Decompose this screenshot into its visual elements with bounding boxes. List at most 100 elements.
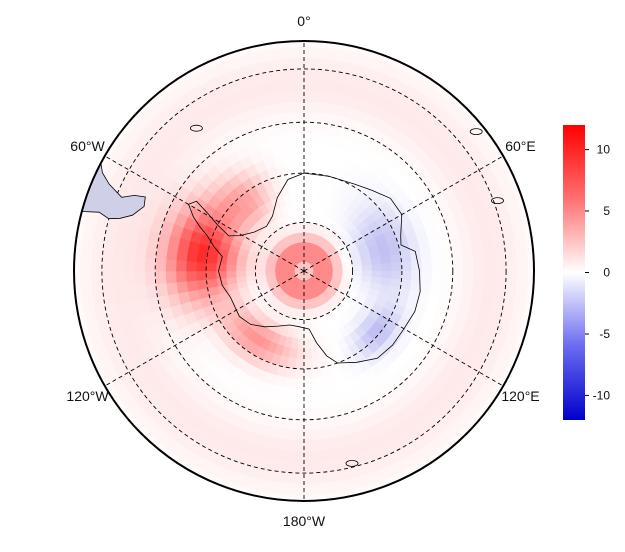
meridian-label: 120°W <box>66 388 109 404</box>
field-cell <box>303 439 321 452</box>
field-cell <box>439 244 453 260</box>
field-cell <box>289 418 305 431</box>
field-cell <box>312 367 324 379</box>
field-cell <box>286 79 305 92</box>
field-cell <box>451 270 464 286</box>
field-cell <box>145 243 158 259</box>
field-cell <box>303 398 317 410</box>
field-cell <box>264 270 276 275</box>
field-cell <box>281 386 295 400</box>
field-cell <box>303 429 320 442</box>
field-cell <box>286 68 305 81</box>
field-cell <box>431 258 443 272</box>
colorbar-tick-label: 5 <box>603 204 610 218</box>
field-cell <box>303 338 312 350</box>
field-cell <box>123 270 136 288</box>
field-cell <box>205 262 217 272</box>
field-cell <box>303 309 309 320</box>
field-cell <box>287 439 305 452</box>
field-cell <box>441 270 454 285</box>
field-cell <box>175 259 187 272</box>
field-cell <box>186 280 199 292</box>
field-cell <box>284 482 305 496</box>
field-cell <box>303 90 321 103</box>
field-cell <box>303 68 322 81</box>
field-cell <box>90 270 104 290</box>
field-cell <box>245 270 256 277</box>
field-cell <box>296 192 305 204</box>
field-cell <box>311 357 322 369</box>
field-cell <box>332 267 344 272</box>
field-cell <box>286 450 305 463</box>
field-cell <box>123 254 136 272</box>
meridian-label: 60°W <box>70 138 105 154</box>
field-cell <box>431 270 443 284</box>
field-cell <box>391 262 403 272</box>
colorbar-tick-label: 0 <box>603 266 610 280</box>
field-cell <box>314 132 329 146</box>
field-cell <box>381 270 393 280</box>
field-cell <box>303 79 322 92</box>
field-cell <box>400 251 412 263</box>
field-cell <box>196 279 208 291</box>
field-cell <box>297 202 305 214</box>
field-cell <box>315 122 331 136</box>
field-cell <box>303 121 318 134</box>
field-cell <box>144 256 157 272</box>
coastline <box>81 124 504 467</box>
field-cell <box>165 258 177 272</box>
meridian-line <box>104 155 305 272</box>
field-cell <box>289 111 305 124</box>
field-cell <box>303 328 311 340</box>
field-cell <box>286 461 305 474</box>
anomaly-field <box>74 41 534 501</box>
field-cell <box>283 153 295 166</box>
field-cell <box>279 396 294 410</box>
field-cell <box>303 418 319 431</box>
field-cell <box>281 142 295 156</box>
field-cell <box>303 408 318 421</box>
field-cell <box>515 270 529 291</box>
field-cell <box>310 347 320 359</box>
field-cell <box>313 386 327 400</box>
field-cell <box>185 260 197 272</box>
field-cell <box>411 260 423 272</box>
field-cell <box>303 358 313 370</box>
field-cell <box>79 251 93 272</box>
field-cell <box>494 270 507 289</box>
field-cell <box>165 281 179 296</box>
field-cell <box>288 100 305 113</box>
field-cell <box>294 162 305 174</box>
field-cell <box>225 270 237 279</box>
field-cell <box>303 368 314 380</box>
meridian-label: 60°E <box>505 138 536 154</box>
field-cell <box>255 270 266 276</box>
field-cell <box>205 270 217 280</box>
field-cell <box>313 376 325 389</box>
field-cell <box>472 254 485 272</box>
map-boundary <box>73 40 535 502</box>
field-cell <box>401 270 413 281</box>
colorbar-tick-label: -5 <box>599 327 610 341</box>
field-cell <box>155 282 169 298</box>
field-cell <box>290 408 305 421</box>
field-cell <box>288 183 298 195</box>
field-cell <box>429 281 443 296</box>
field-cell <box>295 358 305 370</box>
field-cell <box>293 152 305 164</box>
field-cell <box>419 280 433 294</box>
field-cell <box>313 142 327 156</box>
field-cell <box>90 252 104 272</box>
field-cell <box>235 270 247 278</box>
field-cell <box>303 46 324 60</box>
field-cell <box>295 348 305 360</box>
field-cell <box>483 270 496 289</box>
field-cell <box>284 163 296 175</box>
parallel-line <box>254 221 354 321</box>
island-coastline <box>189 124 203 132</box>
graticule <box>101 41 507 501</box>
colorbar-tick-label: -10 <box>593 388 611 402</box>
field-cell <box>303 299 308 311</box>
field-cell <box>303 152 315 164</box>
field-cell <box>303 162 314 174</box>
